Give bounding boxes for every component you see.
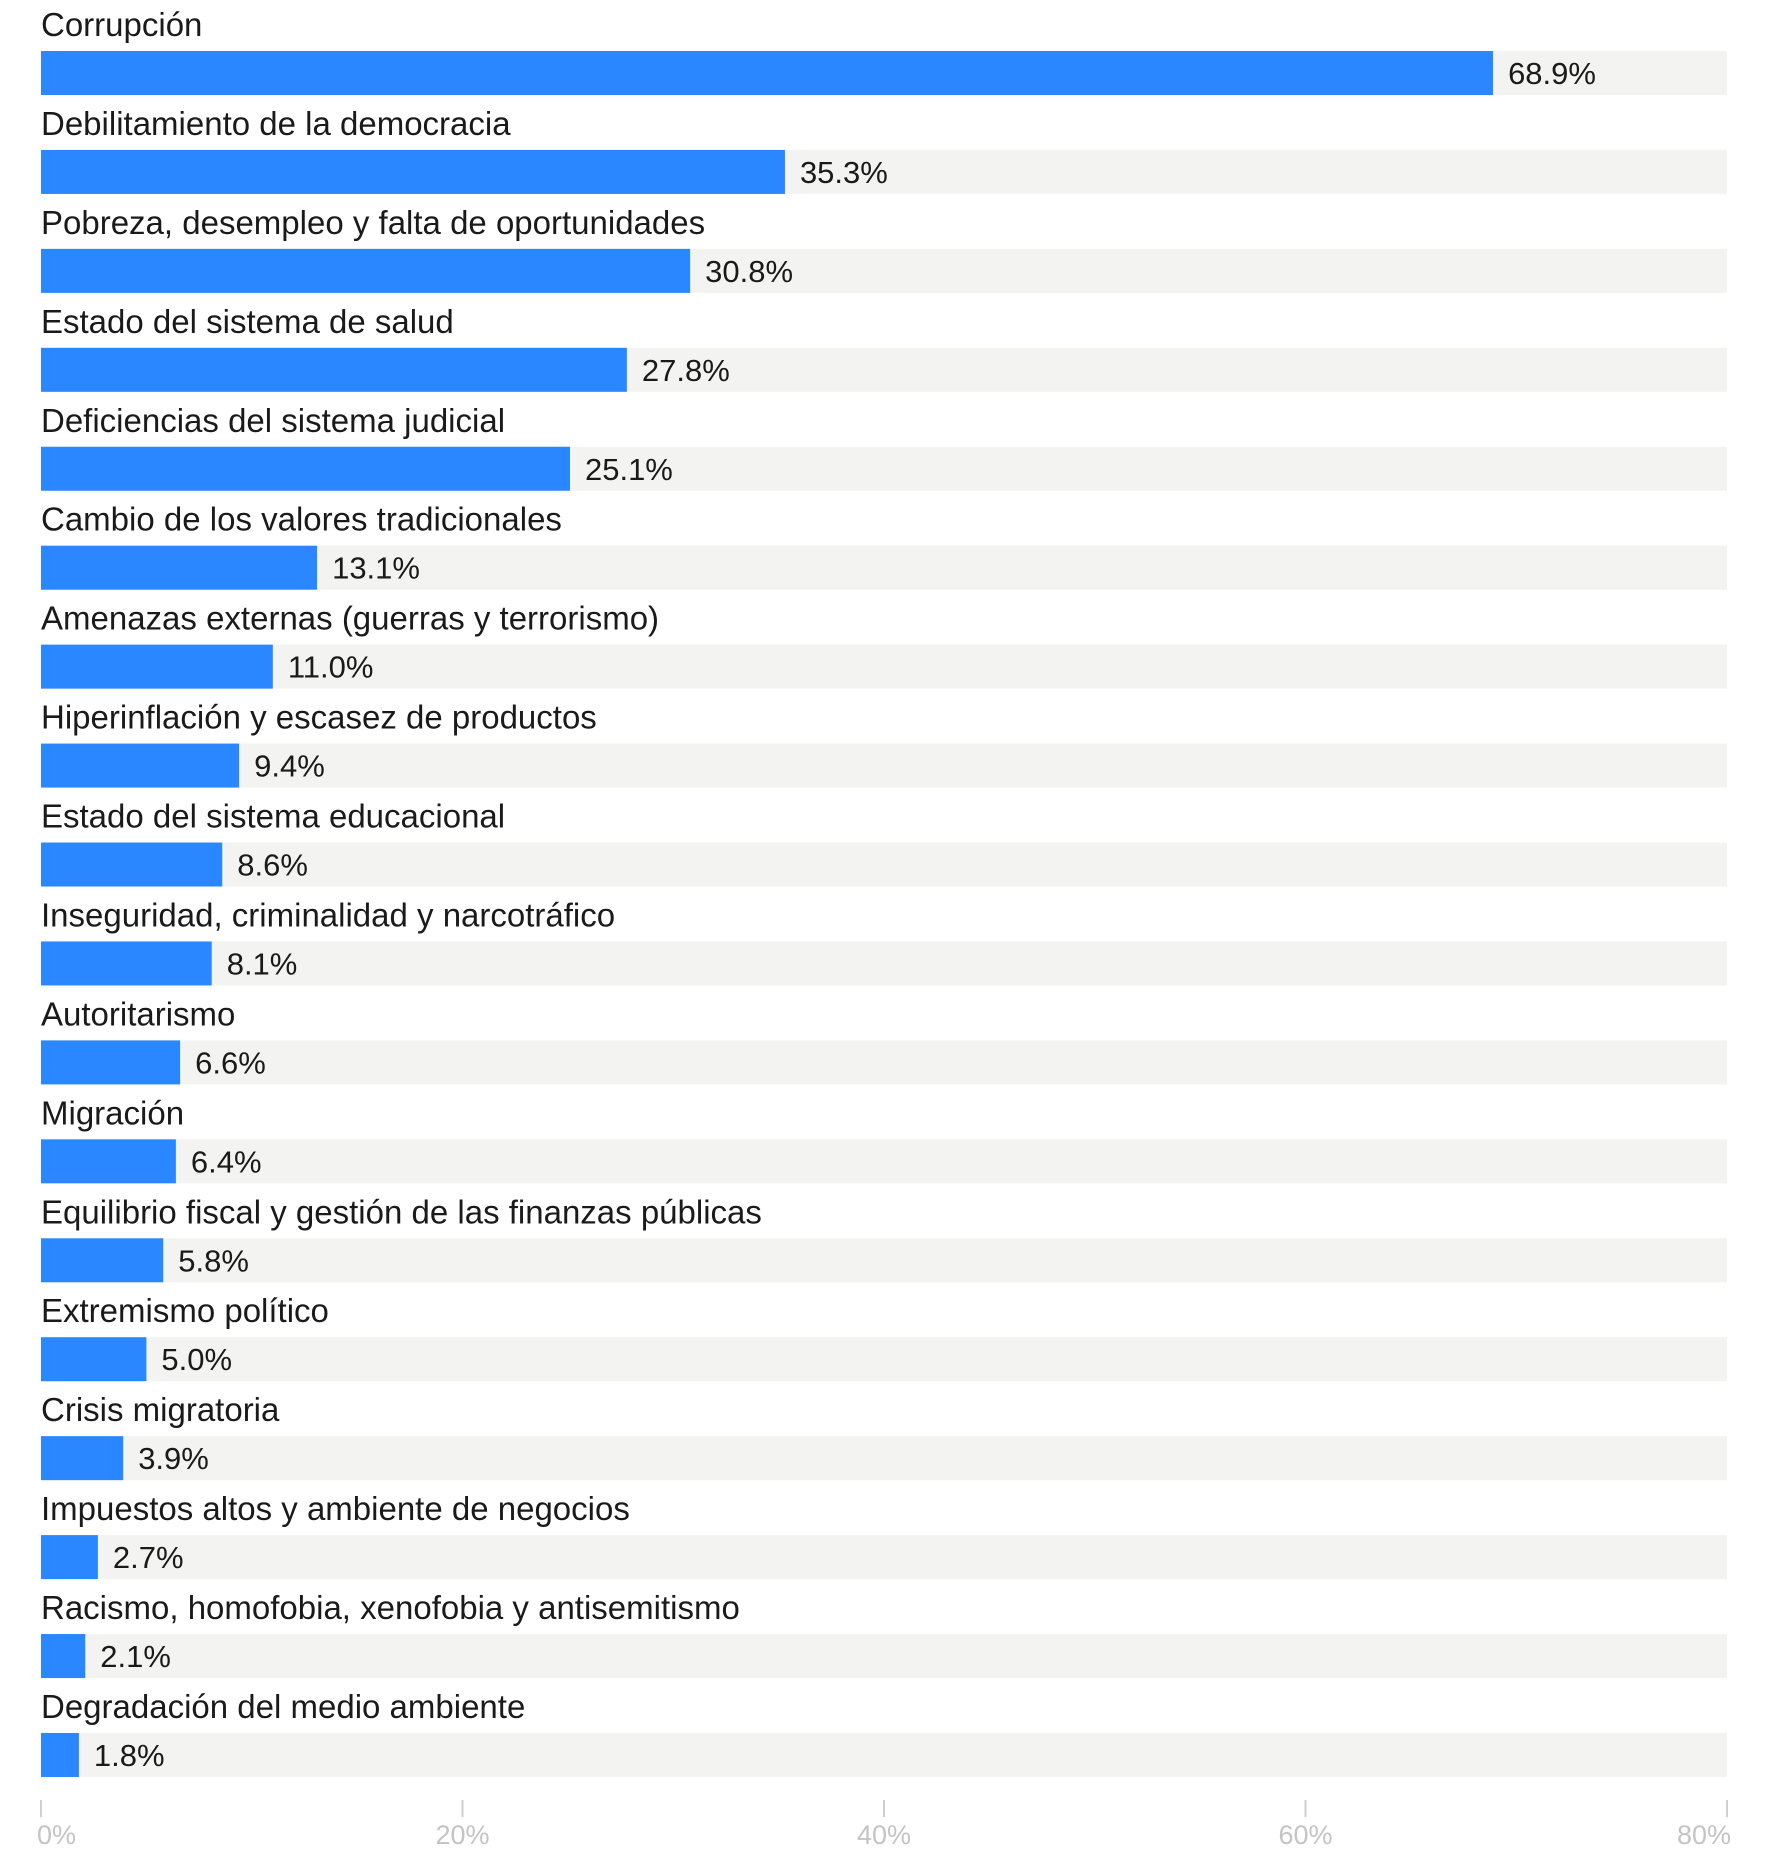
bar — [41, 347, 627, 392]
bar — [41, 1040, 181, 1085]
value-label: 6.4% — [191, 1144, 262, 1179]
value-label: 6.6% — [195, 1045, 266, 1080]
x-tick-label: 80% — [1677, 1820, 1731, 1846]
category-label: Corrupción — [41, 6, 202, 43]
bar-track — [41, 1040, 1727, 1085]
bar-track — [41, 1436, 1727, 1481]
bar-row: Estado del sistema de salud 27.8% — [41, 303, 1727, 392]
bar-row: Amenazas externas (guerras y terrorismo)… — [41, 600, 1727, 689]
value-label: 5.8% — [178, 1243, 249, 1278]
bar — [41, 1139, 176, 1184]
bar-track — [41, 941, 1727, 986]
bars-layer: Corrupción 68.9% Debilitamiento de la demo… — [41, 6, 1727, 1777]
category-label: Equilibrio fiscal y gestión de las finan… — [41, 1193, 762, 1230]
category-label: Autoritarismo — [41, 995, 235, 1032]
value-label: 8.6% — [237, 848, 308, 883]
bar — [41, 941, 212, 986]
value-label: 5.0% — [161, 1342, 232, 1377]
bar — [41, 1732, 79, 1777]
bar-track — [41, 1535, 1727, 1580]
bar-track — [41, 1337, 1727, 1382]
category-label: Debilitamiento de la democracia — [41, 105, 511, 142]
category-label: Estado del sistema educacional — [41, 798, 505, 835]
value-label: 13.1% — [332, 551, 420, 586]
bar — [41, 545, 318, 590]
bar — [41, 842, 223, 887]
category-label: Estado del sistema de salud — [41, 303, 454, 340]
bar — [41, 1238, 164, 1283]
value-label: 3.9% — [138, 1441, 209, 1476]
category-label: Deficiencias del sistema judicial — [41, 402, 505, 439]
bar-row: Estado del sistema educacional 8.6% — [41, 798, 1727, 887]
bar-row: Extremismo político 5.0% — [41, 1292, 1727, 1382]
category-label: Migración — [41, 1094, 184, 1131]
value-label: 11.0% — [288, 650, 374, 685]
bar — [41, 644, 273, 689]
bar-row: Debilitamiento de la democracia 35.3% — [41, 105, 1727, 194]
bar — [41, 248, 691, 293]
category-label: Amenazas externas (guerras y terrorismo) — [41, 600, 659, 637]
bar-row: Autoritarismo 6.6% — [41, 995, 1727, 1085]
bar-track — [41, 1238, 1727, 1283]
bar-track — [41, 743, 1727, 788]
category-label: Degradación del medio ambiente — [41, 1688, 525, 1725]
value-label: 2.1% — [100, 1639, 171, 1674]
bar-row: Corrupción 68.9% — [41, 6, 1727, 95]
bar-track — [41, 1139, 1727, 1184]
value-label: 1.8% — [94, 1738, 165, 1773]
bar-track — [41, 842, 1727, 887]
value-label: 9.4% — [254, 749, 325, 784]
category-label: Extremismo político — [41, 1292, 329, 1329]
bar — [41, 1535, 98, 1580]
category-label: Pobreza, desempleo y falta de oportunida… — [41, 204, 705, 241]
x-tick-label: 60% — [1278, 1820, 1332, 1846]
category-label: Racismo, homofobia, xenofobia y antisemi… — [41, 1589, 740, 1626]
bar-track — [41, 545, 1727, 590]
bar-row: Crisis migratoria 3.9% — [41, 1391, 1727, 1481]
bar-row: Deficiencias del sistema judicial 25.1% — [41, 402, 1727, 491]
bar — [41, 446, 570, 491]
category-label: Cambio de los valores tradicionales — [41, 501, 562, 538]
value-label: 30.8% — [705, 254, 793, 289]
bar-track — [41, 644, 1727, 689]
bar-row: Pobreza, desempleo y falta de oportunida… — [41, 204, 1727, 293]
bar-row: Hiperinflación y escasez de productos 9.4… — [41, 699, 1727, 788]
x-tick-label: 40% — [857, 1820, 911, 1846]
bar-row: Degradación del medio ambiente 1.8% — [41, 1688, 1727, 1777]
bar — [41, 743, 240, 788]
value-label: 35.3% — [800, 155, 888, 190]
category-label: Hiperinflación y escasez de productos — [41, 699, 597, 736]
bar-row: Equilibrio fiscal y gestión de las finan… — [41, 1193, 1727, 1283]
value-label: 27.8% — [642, 353, 730, 388]
bar — [41, 51, 1494, 95]
value-label: 25.1% — [585, 452, 673, 487]
category-label: Inseguridad, criminalidad y narcotráfico — [41, 896, 615, 933]
value-label: 2.7% — [113, 1540, 184, 1575]
value-label: 8.1% — [227, 946, 298, 981]
x-axis: 0% 20% 40% 60% 80% — [37, 1800, 1731, 1850]
bar-track — [41, 1634, 1727, 1679]
bar — [41, 1436, 124, 1481]
category-label: Impuestos altos y ambiente de negocios — [41, 1490, 630, 1527]
value-label: 68.9% — [1508, 56, 1596, 91]
bar-row: Impuestos altos y ambiente de negocios 2.… — [41, 1490, 1727, 1580]
bar-row: Cambio de los valores tradicionales 13.1% — [41, 501, 1727, 590]
bar-row: Inseguridad, criminalidad y narcotráfico… — [41, 896, 1727, 986]
bar-row: Racismo, homofobia, xenofobia y antisemi… — [41, 1589, 1727, 1679]
category-label: Crisis migratoria — [41, 1391, 280, 1428]
bar-track — [41, 1732, 1727, 1777]
bar — [41, 1337, 147, 1382]
bar — [41, 149, 785, 194]
x-tick-label: 20% — [435, 1820, 489, 1846]
bar — [41, 1634, 86, 1679]
x-tick-label: 0% — [37, 1820, 76, 1846]
